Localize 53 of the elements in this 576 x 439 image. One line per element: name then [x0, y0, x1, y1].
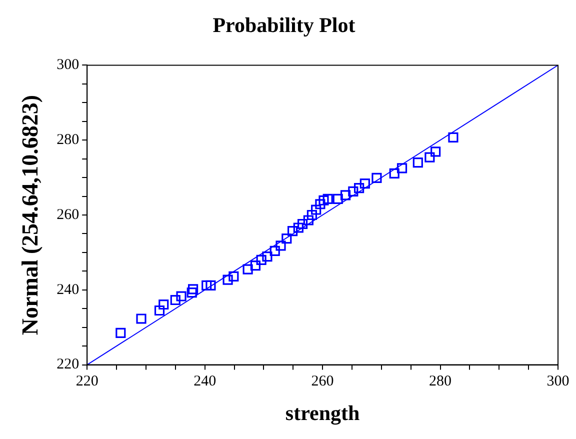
- point: [354, 182, 364, 194]
- point: [256, 254, 266, 265]
- point: [360, 178, 370, 189]
- point: [293, 222, 304, 233]
- x-tick-label: 220: [76, 374, 98, 390]
- point: [136, 314, 146, 324]
- point: [424, 152, 435, 162]
- point: [188, 284, 198, 294]
- point: [315, 199, 326, 210]
- y-tick-label: 220: [56, 356, 80, 373]
- point: [202, 280, 212, 290]
- point: [276, 240, 286, 251]
- point: [448, 132, 458, 143]
- x-axis-title: strength: [285, 400, 360, 425]
- point: [282, 234, 292, 244]
- point: [389, 168, 400, 178]
- point: [154, 305, 165, 316]
- x-tick-label: 260: [311, 374, 334, 390]
- point: [340, 190, 351, 200]
- point: [262, 252, 272, 262]
- point: [396, 163, 408, 174]
- point: [270, 246, 280, 256]
- point: [176, 291, 186, 302]
- point: [158, 299, 169, 310]
- point: [250, 260, 260, 271]
- point: [332, 194, 343, 204]
- y-tick-label: 260: [56, 206, 80, 223]
- point: [430, 146, 441, 157]
- point: [306, 210, 317, 220]
- y-tick-label: 300: [56, 57, 80, 74]
- point: [297, 218, 308, 230]
- point: [222, 274, 233, 285]
- x-tick-label: 300: [546, 374, 570, 390]
- point: [322, 194, 333, 204]
- point: [228, 271, 239, 282]
- x-tick-label: 280: [429, 374, 452, 390]
- point: [242, 264, 253, 274]
- y-tick-label: 240: [56, 282, 80, 298]
- y-axis-title: Normal (254.64,10.6823): [18, 94, 43, 336]
- point: [206, 280, 216, 290]
- point: [170, 294, 180, 306]
- point: [311, 204, 322, 215]
- x-tick-label: 240: [194, 374, 216, 390]
- point: [303, 215, 314, 226]
- point: [116, 328, 126, 338]
- point: [186, 287, 197, 298]
- point: [287, 226, 298, 236]
- point: [348, 186, 358, 196]
- point: [412, 158, 423, 168]
- y-tick-label: 280: [56, 132, 80, 148]
- point: [318, 195, 329, 206]
- chart-title: Probability Plot: [212, 13, 356, 38]
- point: [372, 172, 382, 183]
